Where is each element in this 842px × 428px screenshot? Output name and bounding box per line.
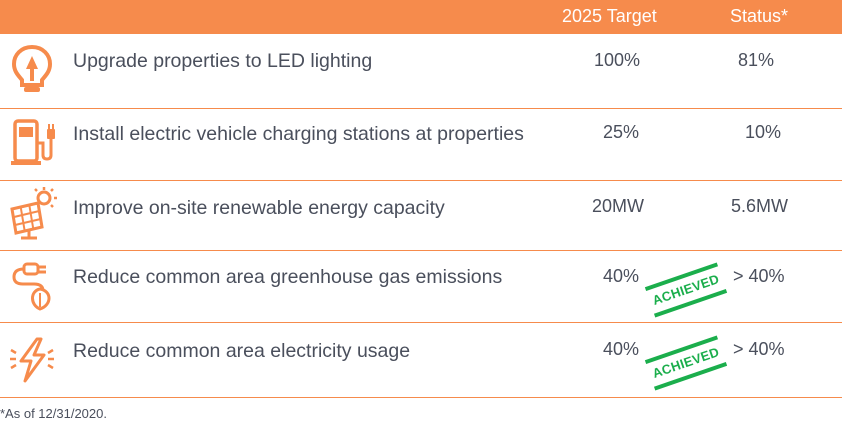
ev-charger-icon: [6, 115, 58, 169]
status-value: > 40%: [733, 339, 785, 359]
header-status: Status*: [730, 6, 789, 26]
table-header: 2025 Target Status*: [0, 0, 842, 34]
target-value: 40%: [603, 339, 640, 359]
goal-text: Reduce common area greenhouse gas emissi…: [73, 266, 503, 288]
achieved-stamp: ACHIEVED: [644, 335, 728, 391]
table-row: Improve on-site renewable energy capacit…: [0, 181, 842, 251]
led-bulb-icon: [6, 42, 58, 96]
table-row: Reduce common area greenhouse gas emissi…: [0, 251, 842, 323]
status-value: 5.6MW: [731, 196, 789, 216]
goal-text: Upgrade properties to LED lighting: [73, 50, 373, 72]
status-value: 10%: [745, 122, 782, 142]
plug-leaf-icon: [6, 259, 58, 313]
solar-panel-icon: [6, 187, 58, 241]
table-row: Reduce common area electricity usage 40%…: [0, 323, 842, 398]
target-value: 20MW: [592, 196, 645, 216]
status-value: 81%: [738, 50, 775, 70]
goal-text: Improve on-site renewable energy capacit…: [73, 197, 445, 219]
target-value: 25%: [603, 122, 640, 142]
target-value: 40%: [603, 266, 640, 286]
row-divider: [0, 179, 842, 181]
footnote: *As of 12/31/2020.: [0, 406, 107, 421]
header-target: 2025 Target: [562, 6, 657, 26]
goal-text: Install electric vehicle charging statio…: [73, 123, 524, 145]
status-value: > 40%: [733, 266, 785, 286]
row-divider: [0, 249, 842, 251]
achieved-stamp: ACHIEVED: [644, 262, 728, 318]
table-row: Install electric vehicle charging statio…: [0, 109, 842, 181]
lightning-bolt-icon: [6, 333, 58, 387]
table-row: Upgrade properties to LED lighting 100% …: [0, 34, 842, 109]
goal-text: Reduce common area electricity usage: [73, 340, 411, 362]
row-divider: [0, 321, 842, 323]
row-divider: [0, 396, 842, 398]
row-divider: [0, 107, 842, 109]
target-value: 100%: [594, 50, 641, 70]
